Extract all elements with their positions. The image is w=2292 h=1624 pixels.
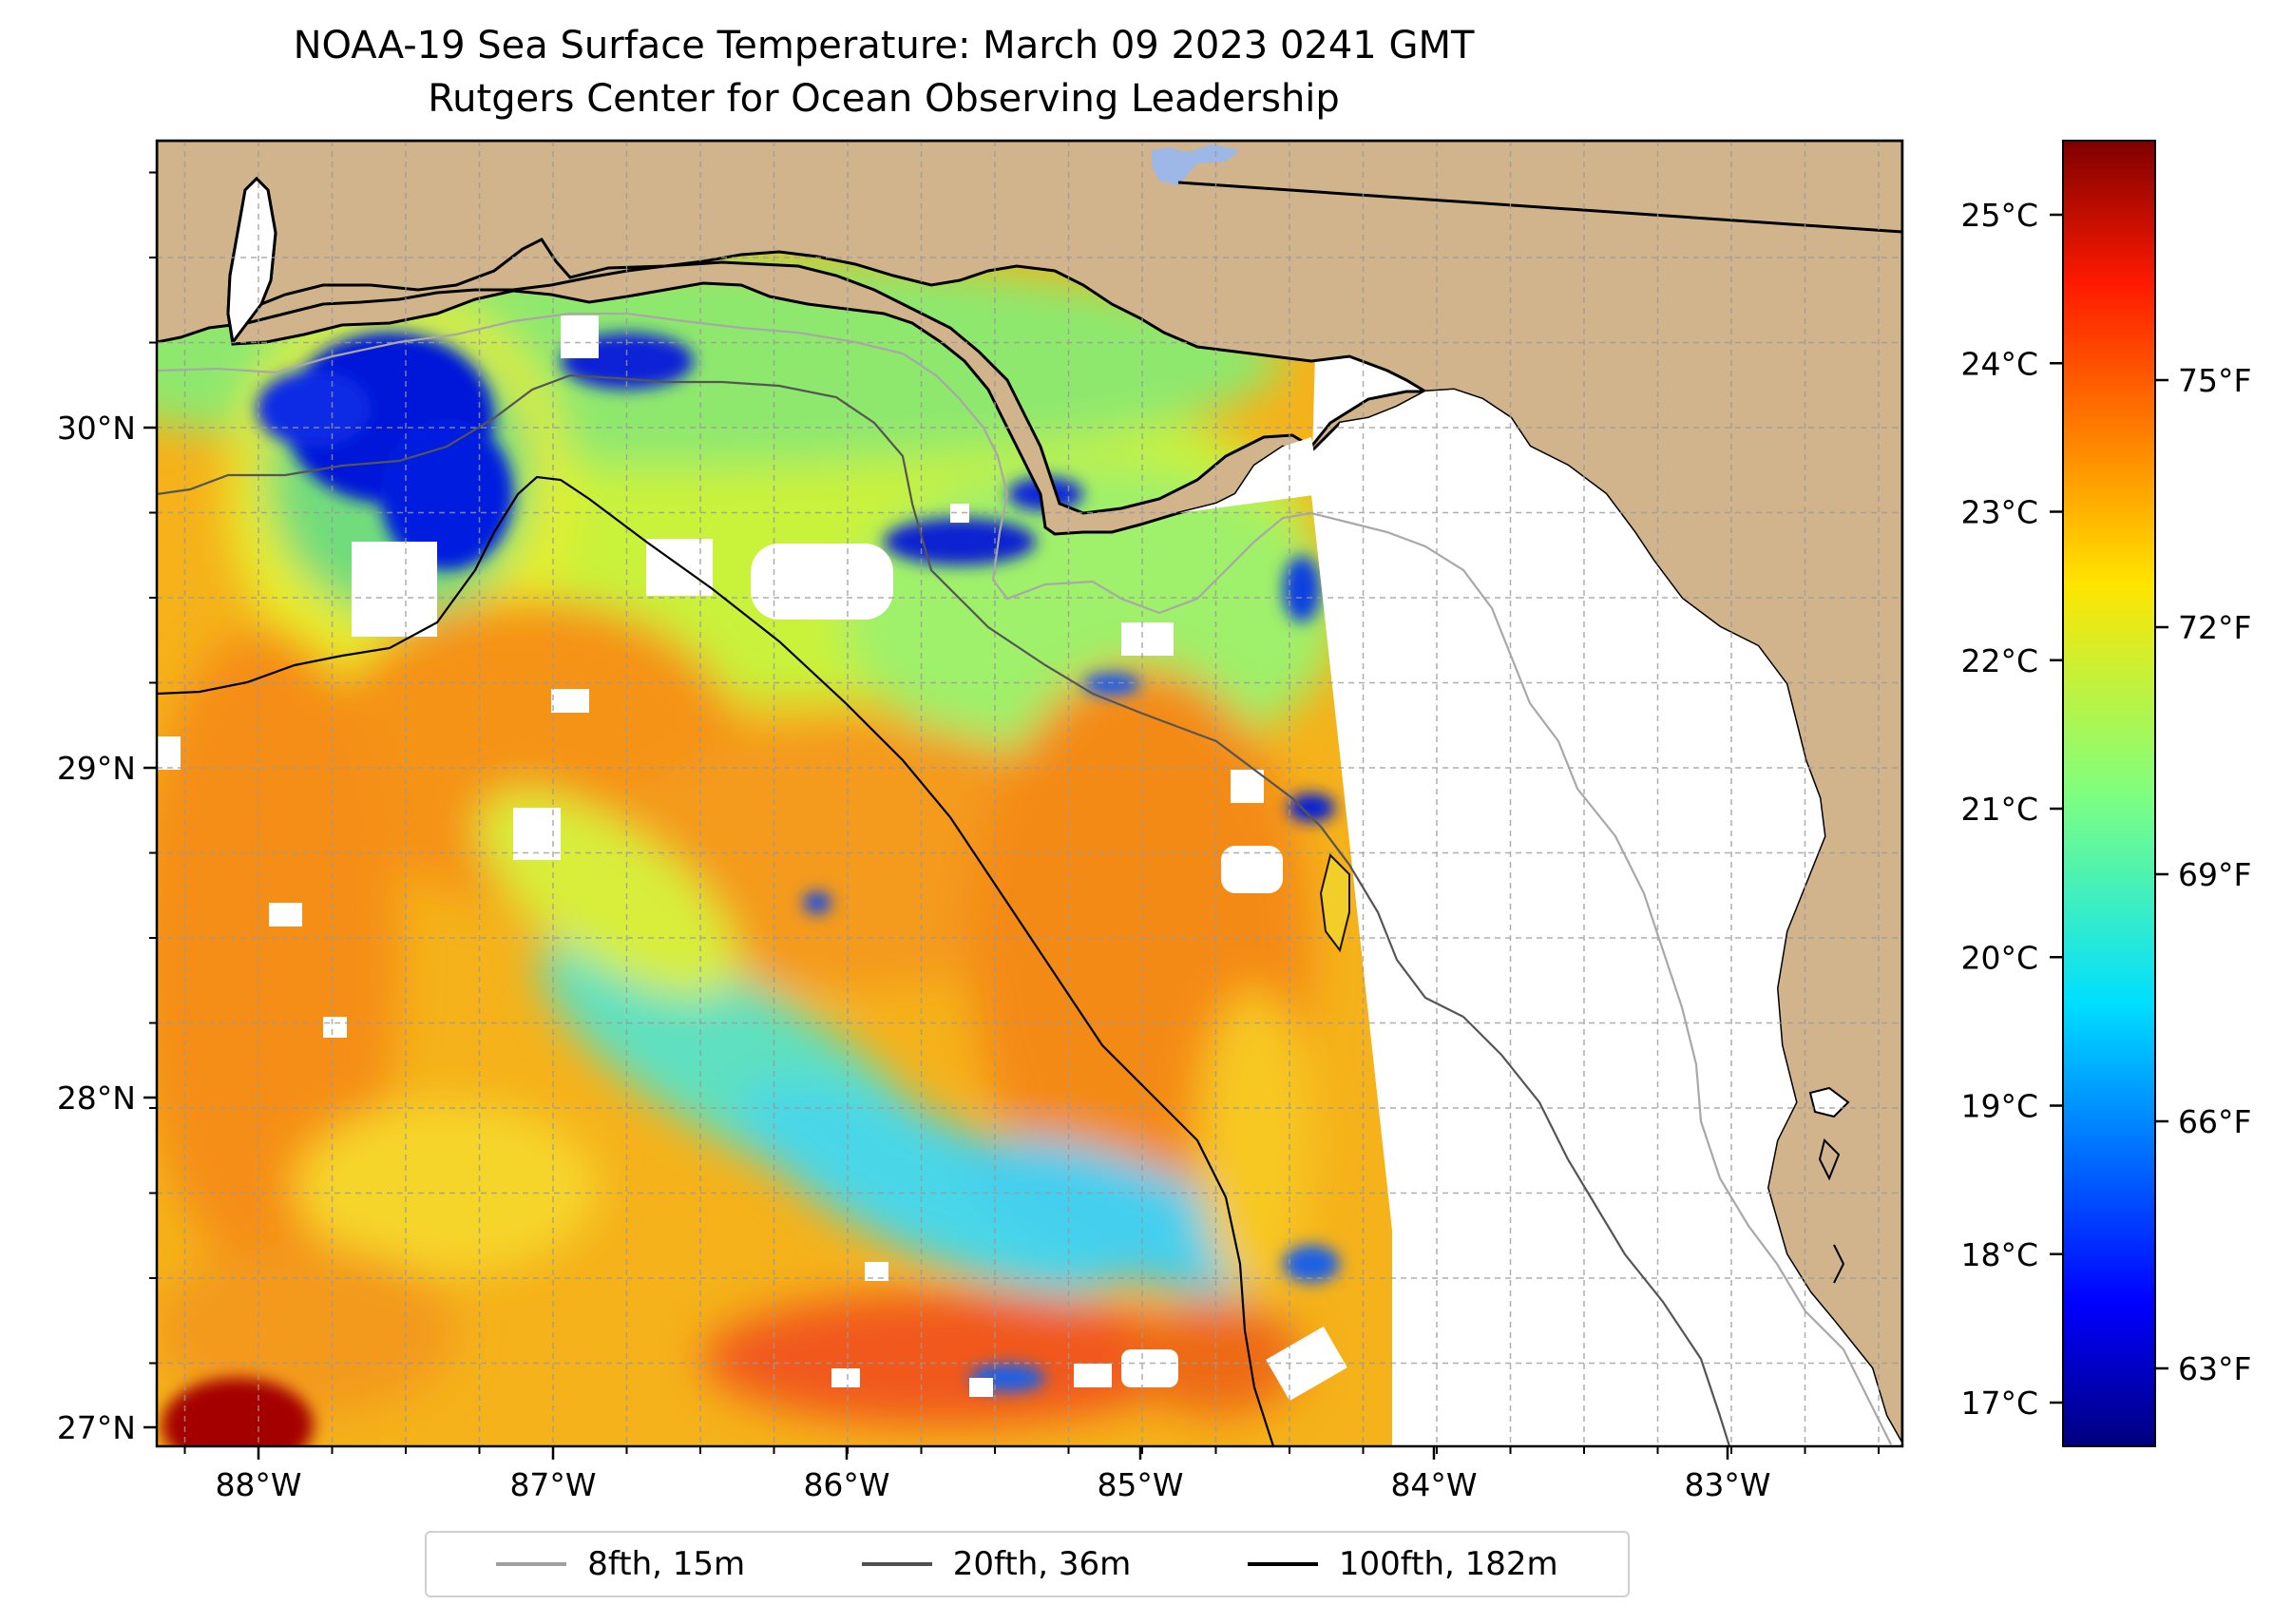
latitude-axis: 30°N 29°N 28°N 27°N: [57, 171, 157, 1446]
lat-tick-label: 29°N: [57, 750, 136, 787]
legend-label-100fth: 100fth, 182m: [1338, 1545, 1558, 1583]
legend-swatch-100fth: [1247, 1562, 1318, 1566]
colorbar-celsius-axis: 25°C 24°C 23°C 22°C 21°C 20°C 19°C 18°C 17°C: [1960, 197, 2063, 1422]
legend-item-8fth: 8fth, 15m: [496, 1545, 745, 1583]
colorbar-celsius-label: 25°C: [1960, 197, 2038, 234]
colorbar-celsius-label: 22°C: [1960, 642, 2038, 679]
lake: [1152, 144, 1240, 185]
colorbar: 25°C 24°C 23°C 22°C 21°C 20°C 19°C 18°C 17°C 75°…: [1960, 140, 2251, 1447]
lon-tick-label: 83°W: [1684, 1466, 1770, 1503]
colorbar-gradient: [2062, 140, 2156, 1447]
lat-tick-label: 30°N: [57, 410, 136, 447]
colorbar-celsius-label: 23°C: [1960, 494, 2038, 531]
lon-tick-label: 88°W: [215, 1466, 301, 1503]
legend-label-20fth: 20fth, 36m: [952, 1545, 1132, 1583]
lon-tick-label: 86°W: [803, 1466, 889, 1503]
colorbar-fahrenheit-label: 72°F: [2178, 609, 2251, 646]
colorbar-fahrenheit-label: 75°F: [2178, 362, 2251, 399]
colorbar-celsius-label: 24°C: [1960, 345, 2038, 382]
lon-tick-label: 85°W: [1097, 1466, 1183, 1503]
map-area: [157, 141, 1902, 1446]
lon-tick-label: 84°W: [1390, 1466, 1477, 1503]
legend-label-8fth: 8fth, 15m: [587, 1545, 746, 1583]
colorbar-celsius-label: 17°C: [1960, 1385, 2038, 1422]
chart-subtitle: Rutgers Center for Ocean Observing Leade…: [428, 77, 1340, 121]
colorbar-fahrenheit-axis: 75°F 72°F 69°F 66°F 63°F: [2155, 362, 2251, 1387]
sst-field: [157, 141, 1392, 1446]
legend-swatch-20fth: [861, 1562, 932, 1566]
legend: 8fth, 15m 20fth, 36m 100fth, 182m: [425, 1531, 1630, 1597]
legend-item-100fth: 100fth, 182m: [1247, 1545, 1558, 1583]
colorbar-celsius-label: 19°C: [1960, 1088, 2038, 1125]
lon-tick-label: 87°W: [509, 1466, 596, 1503]
chart-title: NOAA-19 Sea Surface Temperature: March 0…: [293, 24, 1475, 67]
map-frame: [155, 139, 1904, 1448]
colorbar-celsius-label: 18°C: [1960, 1236, 2038, 1273]
nodata-region: [1311, 390, 1902, 1446]
lat-tick-label: 28°N: [57, 1079, 136, 1117]
legend-item-20fth: 20fth, 36m: [861, 1545, 1132, 1583]
legend-swatch-8fth: [496, 1562, 567, 1566]
colorbar-celsius-label: 21°C: [1960, 791, 2038, 828]
longitude-axis: 88°W 87°W 86°W 85°W 84°W 83°W: [183, 1446, 1880, 1503]
map-gridlines: [157, 141, 1902, 1446]
contour-20fth: [157, 373, 1731, 1446]
colorbar-fahrenheit-label: 69°F: [2178, 856, 2251, 893]
colorbar-celsius-label: 20°C: [1960, 939, 2038, 976]
contour-8fth: [157, 312, 1892, 1445]
lat-tick-label: 27°N: [57, 1409, 136, 1446]
colorbar-fahrenheit-label: 63°F: [2178, 1350, 2251, 1387]
contour-100fth: [157, 475, 1275, 1446]
state-border: [1177, 181, 1902, 234]
colorbar-fahrenheit-label: 66°F: [2178, 1103, 2251, 1140]
